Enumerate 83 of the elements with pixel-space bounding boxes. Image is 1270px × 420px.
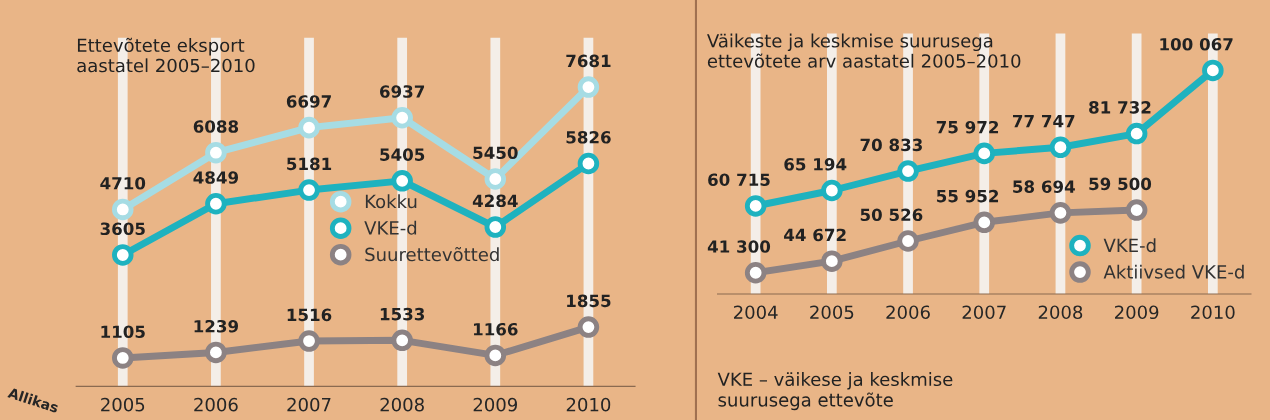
point bbox=[205, 341, 227, 364]
point bbox=[298, 330, 320, 352]
data-label: 5450 bbox=[473, 146, 518, 160]
point bbox=[897, 230, 919, 252]
point bbox=[973, 211, 996, 234]
chart-title: Ettevõtete eksport aastatel 2005–2010 bbox=[77, 37, 255, 73]
x-tick-label: 2008 bbox=[1038, 305, 1083, 320]
data-label: 44 672 bbox=[784, 228, 846, 242]
point bbox=[484, 168, 507, 190]
data-label: 1239 bbox=[194, 319, 239, 333]
data-label: 5181 bbox=[287, 157, 332, 171]
data-label: 6088 bbox=[193, 120, 239, 133]
data-label: 100 067 bbox=[1160, 37, 1233, 51]
point bbox=[821, 250, 843, 272]
point bbox=[821, 179, 843, 202]
data-label: 41 300 bbox=[707, 240, 771, 253]
legend-label: Kokku bbox=[365, 194, 417, 209]
point bbox=[1049, 136, 1072, 159]
data-label: 6697 bbox=[286, 95, 331, 108]
point bbox=[205, 141, 227, 164]
data-label: 1533 bbox=[380, 307, 425, 321]
x-tick-label: 2005 bbox=[101, 397, 145, 412]
legend-label: VKE-d bbox=[364, 220, 417, 235]
point bbox=[1202, 59, 1224, 82]
point bbox=[577, 76, 600, 98]
data-label: 1105 bbox=[101, 325, 145, 339]
data-label: 60 715 bbox=[708, 173, 770, 187]
point bbox=[577, 152, 600, 175]
x-tick-label: 2007 bbox=[962, 305, 1006, 320]
point bbox=[391, 329, 413, 352]
point bbox=[577, 316, 600, 338]
point bbox=[1049, 202, 1072, 224]
point bbox=[744, 195, 767, 217]
legend-label: Aktiivsed VKE-d bbox=[1103, 264, 1244, 279]
data-label: 5826 bbox=[566, 131, 611, 144]
data-label: 75 972 bbox=[936, 120, 999, 134]
point bbox=[484, 216, 507, 238]
point bbox=[205, 192, 227, 215]
point bbox=[744, 261, 767, 284]
data-label: 4284 bbox=[472, 194, 518, 208]
text: VKE – väikese ja keskmise suurusega ettevõte bbox=[717, 372, 953, 411]
data-label: 59 500 bbox=[1089, 177, 1152, 191]
point bbox=[112, 347, 134, 369]
point bbox=[298, 116, 320, 139]
point bbox=[298, 179, 320, 201]
point bbox=[973, 142, 996, 165]
point bbox=[897, 160, 919, 182]
data-label: 4710 bbox=[100, 176, 146, 190]
data-label: 81 732 bbox=[1089, 101, 1151, 114]
x-tick-label: 2008 bbox=[380, 397, 424, 412]
x-tick-label: 2004 bbox=[734, 305, 778, 320]
point bbox=[112, 244, 134, 266]
chart-title: Väikeste ja keskmise suurusega ettevõtete arv aastatel 2005–2010 bbox=[707, 33, 1021, 68]
point bbox=[112, 198, 134, 221]
point bbox=[484, 344, 507, 367]
point bbox=[391, 170, 413, 192]
legend-label: Suurettevõtted bbox=[365, 246, 499, 262]
data-label: 7681 bbox=[566, 54, 611, 68]
data-label: 4849 bbox=[193, 171, 239, 184]
point bbox=[1125, 122, 1148, 145]
data-label: 6937 bbox=[380, 85, 425, 98]
data-label: 1166 bbox=[473, 322, 518, 336]
data-label: 1855 bbox=[567, 294, 611, 308]
data-label: 65 194 bbox=[784, 158, 847, 171]
point bbox=[1125, 199, 1148, 221]
x-tick-label: 2010 bbox=[566, 397, 611, 412]
x-tick-label: 2009 bbox=[1115, 305, 1159, 320]
data-label: 50 526 bbox=[860, 208, 923, 222]
legend-label: VKE-d bbox=[1103, 238, 1156, 253]
x-tick-label: 2006 bbox=[886, 305, 930, 320]
data-label: 1516 bbox=[287, 308, 332, 322]
x-tick-label: 2009 bbox=[473, 397, 518, 412]
x-tick-label: 2010 bbox=[1191, 305, 1235, 320]
data-label: 58 694 bbox=[1013, 180, 1075, 193]
data-label: 70 833 bbox=[860, 138, 922, 152]
data-label: 3605 bbox=[100, 222, 145, 236]
data-label: 5405 bbox=[380, 148, 425, 161]
data-label: 77 747 bbox=[1013, 114, 1075, 128]
x-tick-label: 2007 bbox=[287, 397, 331, 412]
data-label: 55 952 bbox=[936, 189, 999, 203]
x-tick-label: 2005 bbox=[810, 305, 854, 320]
x-tick-label: 2006 bbox=[194, 397, 238, 412]
point bbox=[391, 106, 413, 129]
